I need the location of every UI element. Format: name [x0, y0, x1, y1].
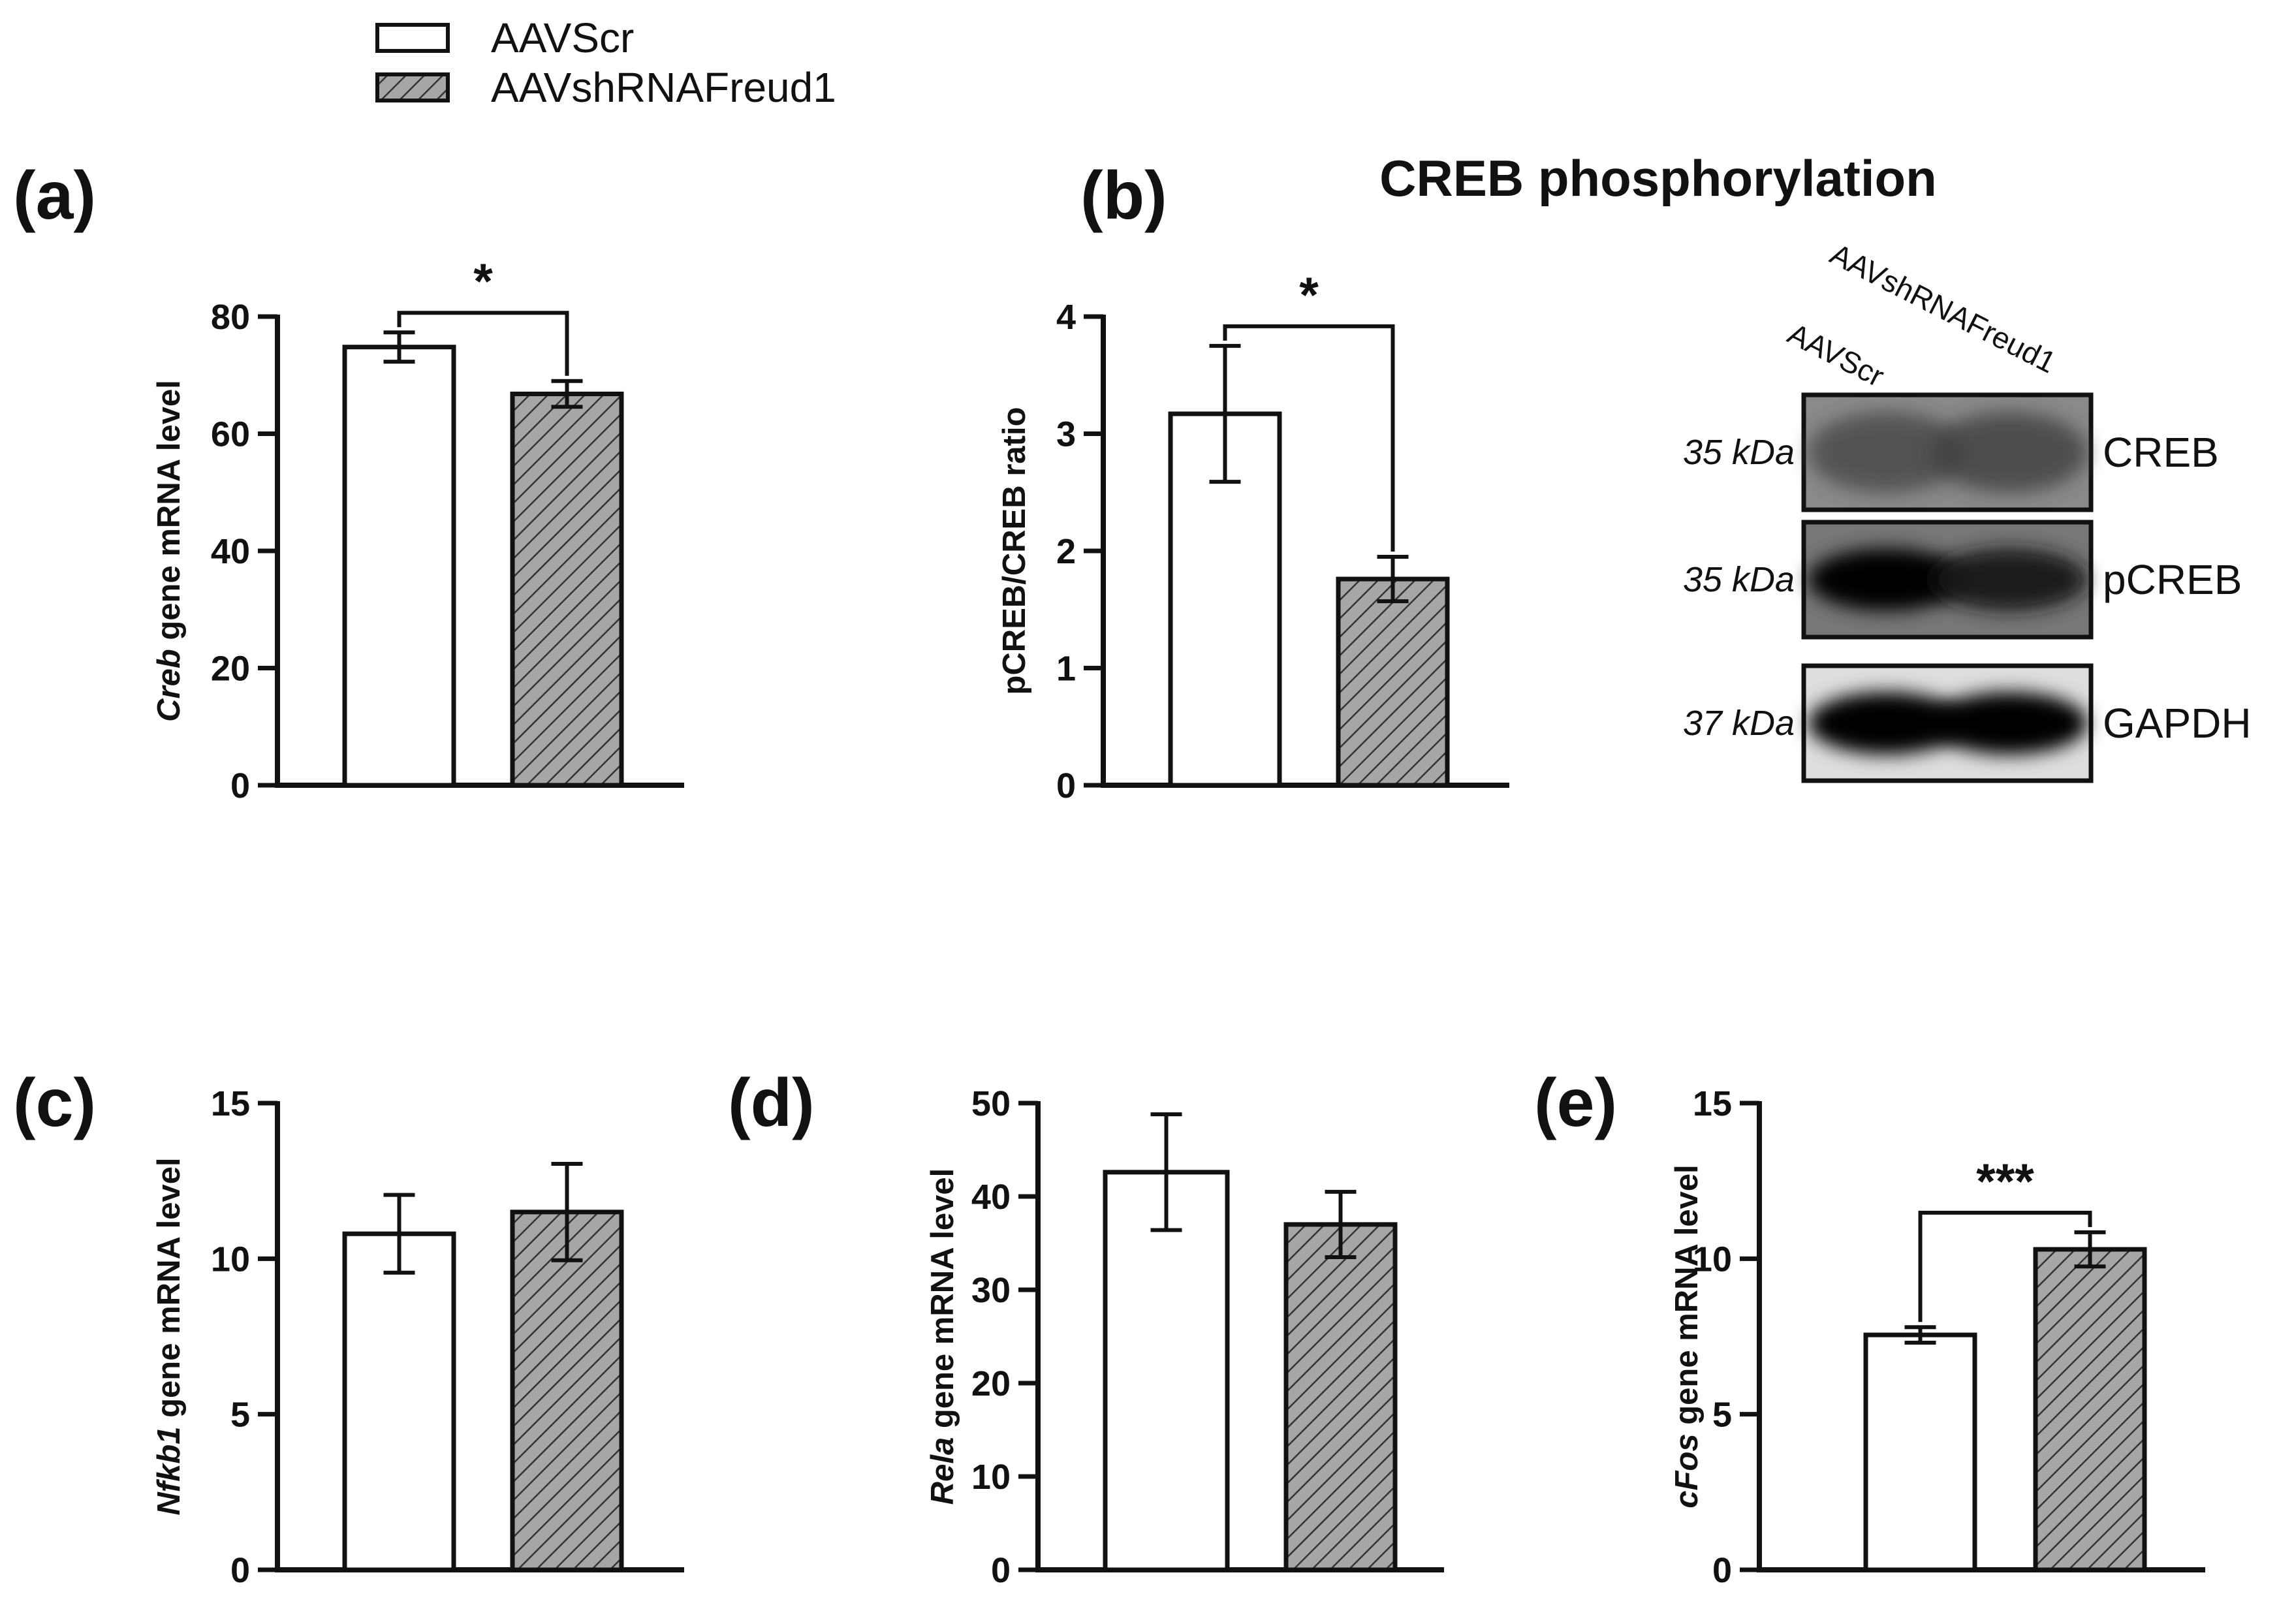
y-tick-label: 60: [211, 415, 250, 454]
blot-band-label: pCREB: [2103, 556, 2242, 603]
chart-b: (b) 0 1 2 3 4 pCREB/CREB ratio *: [997, 158, 1509, 805]
bar-treatment: [2033, 1247, 2147, 1572]
y-tick-label: 50: [971, 1084, 1011, 1123]
significance-marker: ***: [1976, 1154, 2034, 1210]
blot-row-creb: 35 kDa CREB: [1683, 392, 2219, 512]
y-axis-label: Nfkb1 gene mRNA level: [151, 1157, 187, 1515]
y-tick-label: 3: [1056, 415, 1076, 454]
y-tick-label: 15: [1693, 1084, 1732, 1123]
legend-label-control: AAVScr: [491, 14, 634, 61]
y-tick-label: 4: [1056, 298, 1076, 337]
y-tick-label: 40: [211, 532, 250, 571]
panel-label: (e): [1534, 1065, 1617, 1141]
y-axis-label: pCREB/CREB ratio: [997, 407, 1032, 695]
bar-control: [342, 1231, 456, 1572]
blot-band-label: GAPDH: [2103, 700, 2252, 747]
y-axis-label-text: gene mRNA level: [151, 380, 187, 649]
y-tick-label: 10: [1693, 1240, 1732, 1279]
y-tick-label: 0: [230, 1551, 250, 1590]
y-axis-label: cFos gene mRNA level: [1669, 1164, 1705, 1508]
y-tick-label: 30: [971, 1271, 1011, 1310]
blot-band: [1808, 548, 1965, 611]
bar-control: [1103, 1170, 1230, 1572]
blot-kda-label: 37 kDa: [1683, 704, 1795, 743]
y-axis-label-gene: Rela: [925, 1437, 960, 1505]
significance-bracket: [1918, 1210, 2092, 1322]
blot-band: [1808, 692, 1965, 755]
panel-label: (d): [728, 1065, 815, 1141]
y-axis-label: Creb gene mRNA level: [151, 380, 187, 722]
y-tick-label: 40: [971, 1178, 1011, 1217]
bar-treatment: [1283, 1222, 1398, 1572]
chart-a: (a) 0 20 40 60 80 Creb gene mRNA level *: [13, 158, 684, 805]
chart-d: (d) 0 10 20 30 40 50 Rela gene mRNA level: [728, 1065, 1444, 1590]
blot-band-label: CREB: [2103, 429, 2219, 476]
panel-label: (c): [13, 1065, 96, 1141]
panel-label: (a): [13, 158, 96, 234]
y-tick-label: 1: [1056, 649, 1076, 689]
y-tick-label: 10: [971, 1458, 1011, 1497]
chart-c: (c) 0 5 10 15 Nfkb1 gene mRNA level: [13, 1065, 684, 1590]
y-tick-label: 15: [211, 1084, 250, 1123]
blot-band: [1931, 548, 2088, 611]
significance-bracket: [1223, 324, 1395, 552]
legend-swatch-treatment: [375, 72, 450, 102]
bar-treatment: [1336, 576, 1450, 788]
blot-band: [1931, 692, 2088, 755]
y-tick-label: 10: [211, 1240, 250, 1279]
y-tick-label: 2: [1056, 532, 1076, 571]
y-tick-label: 20: [971, 1364, 1011, 1403]
y-axis-label: Rela gene mRNA level: [925, 1168, 960, 1505]
y-tick-label: 5: [230, 1396, 250, 1435]
legend-swatch-control: [375, 23, 450, 53]
y-tick-label: 0: [991, 1551, 1011, 1590]
y-axis-label-text: gene mRNA level: [925, 1168, 960, 1437]
bar-treatment: [510, 391, 624, 788]
y-tick-label: 20: [211, 649, 250, 689]
y-tick-label: 0: [1056, 766, 1076, 805]
y-axis-label-gene: Nfkb1: [151, 1426, 187, 1515]
panel-b-title: CREB phosphorylation: [1379, 149, 1937, 207]
legend-label-treatment: AAVshRNAFreud1: [491, 64, 836, 111]
bar-control: [342, 345, 456, 788]
blot-kda-label: 35 kDa: [1683, 433, 1795, 472]
significance-bracket: [397, 311, 569, 376]
significance-marker: *: [1299, 268, 1319, 323]
blot-band: [1808, 412, 1965, 493]
blot-row-pcreb: 35 kDa pCREB: [1683, 520, 2242, 640]
blot-row-gapdh: 37 kDa GAPDH: [1683, 663, 2252, 783]
panel-label: (b): [1080, 158, 1167, 234]
y-tick-label: 0: [230, 766, 250, 805]
y-axis-label-gene: Creb: [151, 649, 187, 722]
blot-band: [1931, 412, 2088, 493]
y-tick-label: 5: [1712, 1396, 1732, 1435]
legend: AAVScr AAVshRNAFreud1: [375, 14, 836, 111]
bar-treatment: [510, 1210, 624, 1572]
y-axis-label-text: gene mRNA level: [151, 1157, 187, 1426]
blot-kda-label: 35 kDa: [1683, 560, 1795, 599]
y-axis-label-text: pCREB/CREB ratio: [997, 407, 1032, 695]
y-tick-label: 80: [211, 298, 250, 337]
bar-control: [1863, 1332, 1977, 1572]
y-tick-label: 0: [1712, 1551, 1732, 1590]
y-axis-label-gene: cFos: [1669, 1433, 1705, 1508]
lane-label-control: AAVScr: [1782, 317, 1889, 394]
significance-marker: *: [473, 254, 493, 309]
y-axis-label-text: gene mRNA level: [1669, 1164, 1705, 1433]
chart-e: (e) 0 5 10 15 cFos gene mRNA level ***: [1534, 1065, 2205, 1590]
